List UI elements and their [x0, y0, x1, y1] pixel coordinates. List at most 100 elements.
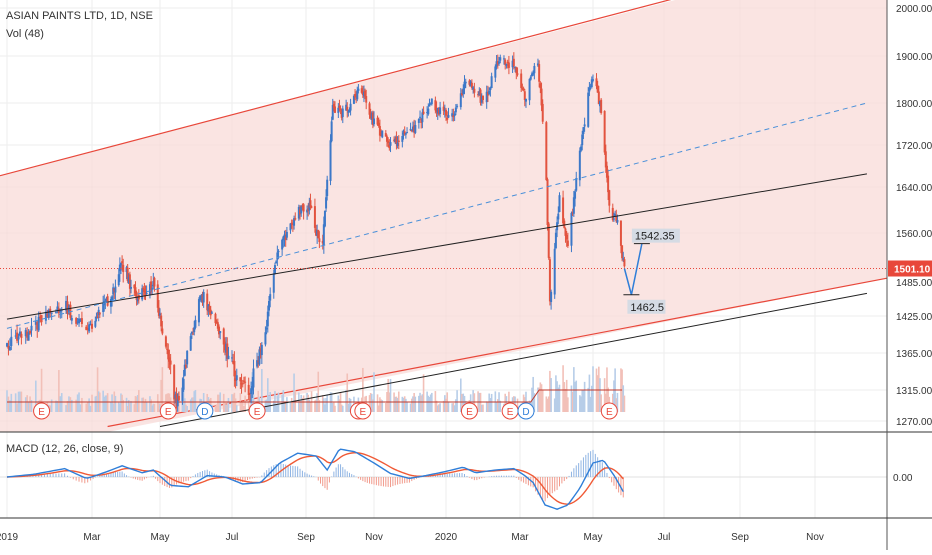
candle-body — [477, 94, 480, 96]
candle-body — [427, 108, 430, 115]
candle-body — [459, 93, 462, 108]
candle-body — [413, 125, 416, 133]
candle-body — [564, 228, 567, 236]
volume-bar — [600, 394, 602, 412]
volume-bar — [583, 381, 586, 412]
volume-bar — [120, 393, 122, 412]
candle-body — [264, 332, 267, 345]
time-tick-label: Nov — [365, 532, 383, 543]
volume-bar — [315, 399, 317, 412]
time-tick-label: Sep — [297, 532, 315, 543]
candle-body — [434, 100, 437, 111]
candle-body — [615, 216, 618, 222]
candle-body — [88, 324, 91, 332]
volume-bar — [438, 404, 440, 412]
candle-body — [315, 229, 318, 236]
volume-bar — [410, 398, 413, 412]
volume-bar — [362, 367, 364, 412]
volume-bar — [622, 385, 625, 412]
candle-body — [167, 349, 170, 360]
candle-body — [340, 109, 343, 118]
event-marker — [460, 402, 478, 420]
volume-bar — [161, 367, 164, 412]
volume-bar — [129, 403, 131, 412]
candle-body — [37, 316, 40, 331]
candle-body — [511, 60, 514, 68]
volume-bar — [587, 387, 590, 412]
candle-body — [56, 306, 59, 310]
volume-bar — [452, 402, 455, 412]
candle-body — [472, 87, 475, 90]
volume-bar — [403, 396, 406, 412]
volume-bar — [558, 384, 561, 412]
volume-bar — [580, 396, 582, 412]
volume-bar — [575, 380, 578, 412]
price-tick-label: 1270.00 — [896, 417, 932, 428]
volume-bar — [333, 402, 335, 412]
volume-bar — [60, 393, 63, 412]
candle-body — [524, 98, 527, 102]
volume-bar — [349, 398, 352, 412]
volume-bar — [428, 397, 431, 412]
volume-bar — [58, 370, 60, 412]
volume-bar — [341, 405, 344, 412]
volume-bar — [185, 404, 187, 412]
volume-bar — [81, 397, 83, 412]
candle-body — [265, 327, 268, 330]
candle-body — [67, 306, 70, 313]
candle-body — [612, 218, 615, 220]
volume-bar — [389, 378, 392, 412]
volume-bar — [59, 396, 62, 412]
volume-bar — [268, 395, 270, 412]
candle-body — [18, 331, 21, 336]
candle-body — [94, 320, 97, 327]
volume-bar — [338, 399, 341, 412]
volume-bar — [110, 401, 112, 412]
candle-body — [347, 111, 350, 113]
candle-body — [437, 108, 440, 115]
candle-body — [76, 321, 79, 323]
candle-body — [182, 378, 185, 390]
candle-body — [144, 291, 147, 294]
annotation-text: 1462.5 — [630, 302, 664, 314]
candle-body — [469, 81, 472, 86]
volume-bar — [422, 374, 425, 412]
candle-body — [80, 318, 83, 324]
volume-bar — [308, 399, 311, 412]
volume-bar — [227, 397, 230, 412]
volume-bar — [533, 393, 536, 412]
candle-body — [85, 326, 88, 330]
volume-bar — [613, 380, 615, 412]
trendline-layer — [0, 102, 887, 428]
volume-bar — [565, 379, 568, 412]
candle-body — [184, 364, 187, 368]
volume-bar — [122, 399, 125, 412]
event-label: E — [38, 407, 45, 418]
candle-body — [89, 324, 92, 326]
event-label: E — [466, 407, 473, 418]
volume-bar — [94, 396, 97, 412]
candle-body — [91, 323, 93, 329]
volume-bar — [564, 388, 567, 412]
time-tick-label: Jul — [658, 532, 671, 543]
volume-bar — [232, 394, 234, 412]
candle-body — [57, 308, 60, 314]
candle-body — [121, 261, 124, 263]
annotation-box — [627, 299, 666, 314]
volume-bar — [55, 400, 57, 412]
volume-bar — [540, 384, 543, 412]
volume-bar — [14, 393, 17, 412]
candle-body — [218, 326, 221, 335]
volume-bar — [325, 398, 327, 412]
candle-body — [126, 267, 129, 282]
volume-bar — [145, 401, 148, 412]
candle-body — [380, 133, 383, 137]
price-tick-label: 1720.00 — [896, 141, 932, 152]
trend-line — [6, 173, 868, 320]
candle-body — [136, 296, 139, 302]
candle-body — [210, 312, 213, 314]
volume-bar — [114, 395, 117, 412]
candle-body — [248, 393, 251, 395]
candle-body — [410, 130, 413, 132]
